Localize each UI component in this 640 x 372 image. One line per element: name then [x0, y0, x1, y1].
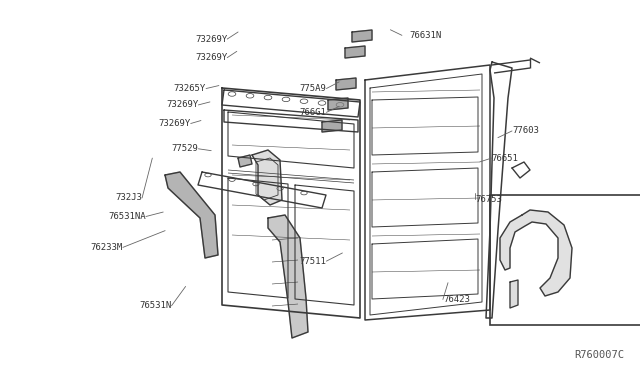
Polygon shape — [336, 78, 356, 90]
Polygon shape — [268, 215, 308, 338]
Text: 73269Y: 73269Y — [195, 53, 227, 62]
Text: 76531N: 76531N — [140, 301, 172, 310]
Text: 73265Y: 73265Y — [174, 84, 206, 93]
Text: 775A9: 775A9 — [300, 84, 326, 93]
Text: 76753: 76753 — [475, 195, 502, 203]
Text: 77511: 77511 — [300, 257, 326, 266]
Text: 732J3: 732J3 — [115, 193, 142, 202]
Polygon shape — [500, 210, 572, 296]
Polygon shape — [165, 172, 218, 258]
Text: 76631N: 76631N — [410, 31, 442, 40]
Polygon shape — [252, 150, 282, 205]
Text: 76233M: 76233M — [91, 243, 123, 252]
Polygon shape — [510, 280, 518, 308]
Polygon shape — [238, 155, 252, 167]
Text: 73269Y: 73269Y — [159, 119, 191, 128]
Polygon shape — [322, 120, 342, 132]
Text: 77529: 77529 — [172, 144, 198, 153]
Bar — [490, 195, 640, 325]
Text: 766G1: 766G1 — [300, 108, 326, 117]
Text: 73269Y: 73269Y — [166, 100, 198, 109]
Polygon shape — [328, 98, 348, 110]
Text: 77603: 77603 — [512, 126, 539, 135]
Text: 73269Y: 73269Y — [195, 35, 227, 44]
Text: 76651: 76651 — [492, 154, 518, 163]
Polygon shape — [345, 46, 365, 58]
Text: 76531NA: 76531NA — [108, 212, 146, 221]
Text: 76423: 76423 — [443, 295, 470, 304]
Polygon shape — [352, 30, 372, 42]
Text: R760007C: R760007C — [574, 350, 624, 360]
